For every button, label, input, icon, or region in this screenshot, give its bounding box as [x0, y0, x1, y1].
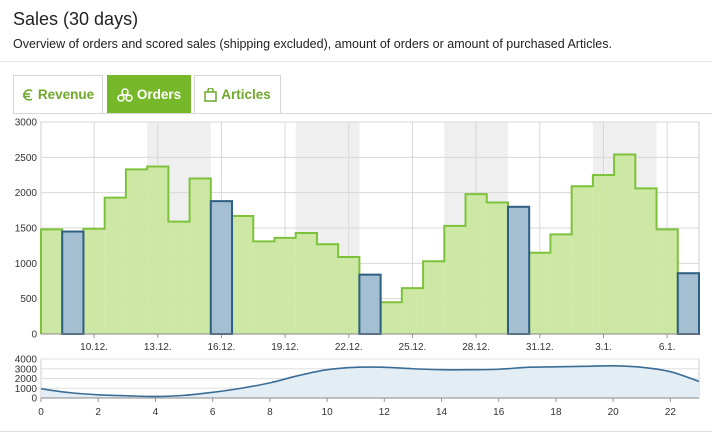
y-tick-label: 2000 — [15, 188, 38, 199]
orders-bar — [571, 186, 593, 334]
y-tick-label: 1000 — [15, 259, 38, 270]
orders-bar — [147, 166, 169, 334]
tab-articles-label: Articles — [221, 87, 271, 102]
x-tick-label: 6.1. — [659, 342, 676, 353]
orders-bar — [635, 188, 657, 334]
navigator-x-tick-label: 14 — [436, 407, 448, 418]
orders-bar — [465, 194, 487, 334]
orders-bar — [529, 252, 551, 334]
x-tick-label: 19.12. — [271, 342, 299, 353]
weekend-orders-bar — [676, 272, 700, 335]
orders-bar — [401, 288, 424, 334]
tab-revenue[interactable]: Revenue — [13, 75, 103, 113]
orders-bar — [41, 229, 63, 334]
weekend-orders-bar — [358, 273, 382, 336]
orders-bar — [232, 215, 254, 334]
x-tick-label: 22.12. — [335, 342, 363, 353]
bottom-divider — [0, 431, 712, 432]
tab-orders[interactable]: Orders — [107, 75, 191, 113]
weekend-orders-bar — [209, 200, 234, 335]
navigator-x-tick-label: 6 — [210, 407, 216, 418]
tab-divider — [13, 113, 712, 114]
x-tick-label: 13.12. — [144, 342, 172, 353]
orders-bar — [444, 225, 466, 334]
x-tick-label: 3.1. — [595, 342, 612, 353]
navigator-y-tick-label: 0 — [31, 394, 37, 405]
navigator-x-tick-label: 16 — [493, 407, 505, 418]
tab-revenue-label: Revenue — [37, 87, 95, 102]
navigator-y-tick-label: 2000 — [15, 374, 38, 385]
orders-bar — [125, 169, 148, 334]
orders-bar — [274, 237, 296, 334]
y-tick-label: 500 — [20, 294, 37, 305]
orders-line — [40, 153, 679, 334]
orders-bar — [380, 302, 402, 334]
x-tick-label: 28.12. — [462, 342, 490, 353]
page-title: Sales (30 days) — [13, 9, 139, 29]
orders-bar — [486, 202, 508, 334]
x-tick-label: 16.12. — [208, 342, 236, 353]
page-subtitle: Overview of orders and scored sales (shi… — [13, 37, 612, 51]
navigator-x-tick-label: 12 — [379, 407, 391, 418]
orders-bar — [295, 232, 317, 334]
euro-icon — [22, 88, 34, 102]
navigator-x-tick-label: 22 — [665, 407, 677, 418]
navigator-x-tick-label: 2 — [95, 407, 101, 418]
x-tick-label: 10.12. — [80, 342, 108, 353]
y-tick-label: 3000 — [15, 118, 38, 129]
weekend-orders-bar — [506, 205, 531, 335]
tab-orders-label: Orders — [136, 87, 182, 102]
orders-bar — [614, 154, 636, 334]
orders-bar — [104, 197, 126, 334]
navigator-x-tick-label: 20 — [608, 407, 620, 418]
header-divider — [0, 61, 712, 62]
tab-articles[interactable]: Articles — [194, 75, 281, 113]
navigator-x-tick-label: 10 — [322, 407, 334, 418]
navigator-area — [41, 365, 699, 398]
orders-bar — [550, 234, 572, 334]
navigator-y-tick-label: 1000 — [15, 384, 38, 395]
orders-bar — [168, 221, 190, 334]
navigator-x-tick-label: 8 — [267, 407, 273, 418]
x-tick-label: 31.12. — [526, 342, 554, 353]
orders-bar — [423, 261, 445, 334]
y-tick-label: 2500 — [15, 153, 38, 164]
y-tick-label: 0 — [31, 330, 37, 341]
navigator-x-tick-label: 18 — [550, 407, 562, 418]
orders-bar — [338, 256, 360, 334]
shopping-bag-icon — [204, 87, 217, 102]
orders-bar — [253, 241, 275, 334]
orders-bar — [592, 175, 615, 334]
orders-bar — [189, 178, 211, 334]
orders-bar — [656, 229, 678, 334]
navigator-y-tick-label: 4000 — [15, 355, 38, 366]
x-tick-label: 25.12. — [399, 342, 427, 353]
navigator-line — [40, 364, 700, 398]
navigator-y-tick-label: 3000 — [15, 364, 38, 375]
orders-bar — [316, 244, 339, 334]
coins-icon — [117, 87, 133, 102]
y-tick-label: 1500 — [15, 224, 38, 235]
navigator-x-tick-label: 4 — [153, 407, 159, 418]
weekend-orders-bar — [61, 230, 85, 336]
navigator-x-tick-label: 0 — [38, 407, 44, 418]
orders-bar — [83, 228, 105, 334]
